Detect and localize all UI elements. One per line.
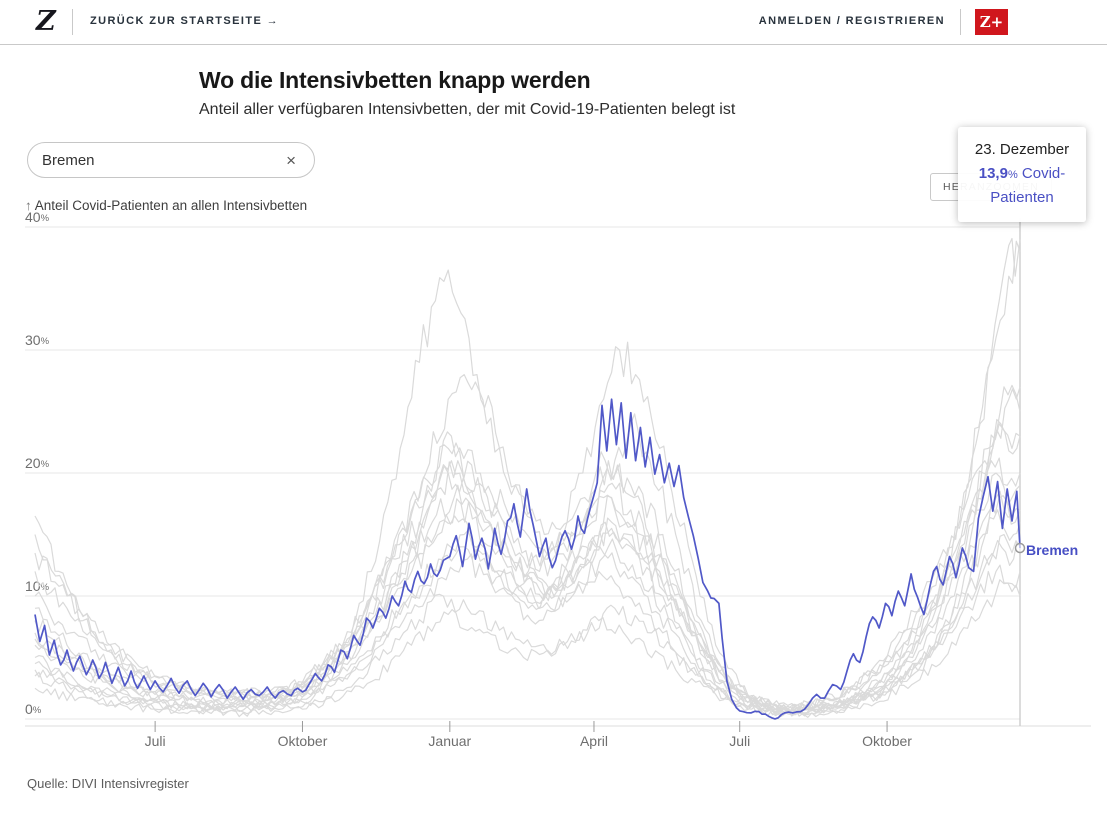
background-series-line[interactable] (34, 460, 1021, 714)
state-search-input[interactable] (42, 151, 283, 169)
tooltip-value: 13,9 (978, 165, 1008, 182)
y-tick-label: 40% (25, 209, 50, 225)
x-tick-label: Januar (428, 733, 471, 749)
top-navigation-bar: Z ZURÜCK ZUR STARTSEITE → ANMELDEN / REG… (0, 0, 1107, 45)
page-title: Wo die Intensivbetten knapp werden (199, 67, 591, 93)
background-series-line[interactable] (34, 540, 1021, 718)
x-tick-label: Oktober (278, 733, 328, 749)
up-arrow-icon: ↑ (25, 198, 32, 213)
y-tick-label: 30% (25, 332, 50, 348)
background-series-line[interactable] (34, 484, 1021, 714)
background-series-line[interactable] (34, 384, 1021, 711)
page-subtitle: Anteil aller verfügbaren Intensivbetten,… (199, 101, 736, 118)
background-series-line[interactable] (34, 413, 1021, 714)
highlight-series-line[interactable] (34, 398, 1021, 720)
y-axis-title-text: Anteil Covid-Patienten an allen Intensiv… (34, 198, 308, 213)
x-tick-label: Juli (729, 733, 750, 749)
tooltip-suffix: Covid-Patienten (990, 165, 1066, 206)
x-tick-label: Juli (145, 733, 166, 749)
hover-point-marker (1014, 542, 1026, 554)
y-tick-label: 0% (25, 701, 42, 717)
header-divider-right (960, 9, 961, 35)
chart-tooltip: 23. Dezember 13,9% Covid-Patienten (958, 127, 1086, 222)
tooltip-unit: % (1007, 169, 1018, 181)
y-axis-title: ↑ Anteil Covid-Patienten an allen Intensi… (25, 198, 307, 213)
background-series-line[interactable] (34, 237, 1021, 717)
background-series-line[interactable] (34, 509, 1021, 717)
header-divider (72, 9, 73, 35)
clear-search-icon[interactable]: × (286, 150, 296, 170)
background-series-line[interactable] (34, 431, 1021, 711)
zeit-logo[interactable]: Z (36, 6, 56, 37)
zplus-badge[interactable]: Z+ (975, 9, 1008, 35)
background-series-line[interactable] (34, 418, 1021, 714)
tooltip-date: 23. Dezember (974, 141, 1070, 158)
x-tick-label: April (580, 733, 608, 749)
back-to-home-link[interactable]: ZURÜCK ZUR STARTSEITE → (90, 15, 280, 27)
tooltip-value-line: 13,9% Covid-Patienten (966, 162, 1078, 210)
x-tick-label: Oktober (862, 733, 912, 749)
source-credit: Quelle: DIVI Intensivregister (27, 776, 189, 791)
y-tick-label: 20% (25, 455, 50, 471)
highlight-series-end-label: Bremen (1026, 542, 1079, 558)
state-search-box[interactable]: × (27, 142, 315, 178)
background-series-line[interactable] (34, 374, 1021, 713)
background-series-line[interactable] (34, 240, 1021, 710)
login-register-link[interactable]: ANMELDEN / REGISTRIEREN (758, 15, 945, 27)
